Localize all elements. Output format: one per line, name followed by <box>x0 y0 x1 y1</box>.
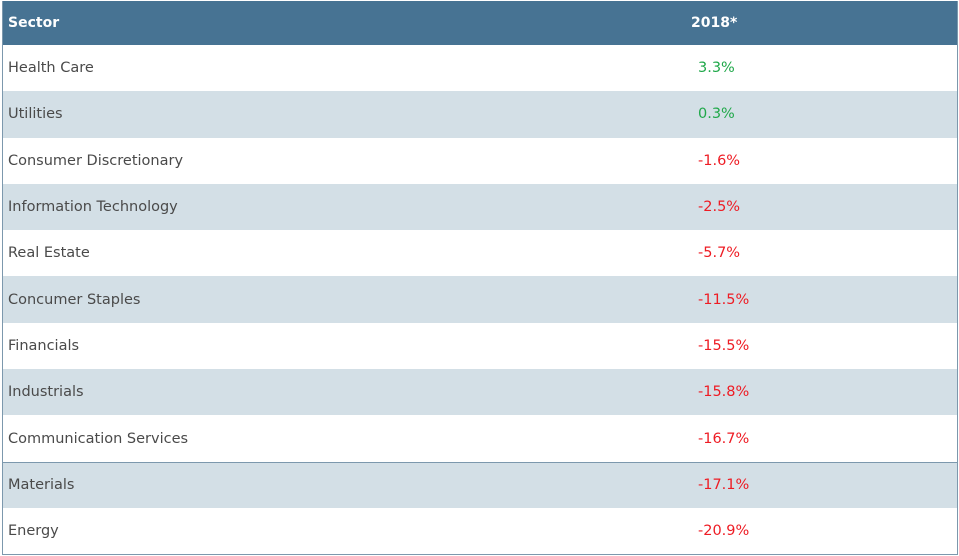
return-value-cell: -2.5% <box>698 199 741 216</box>
return-value-cell: -1.6% <box>698 152 741 169</box>
sector-cell: Utilities <box>8 106 63 123</box>
sector-cell: Real Estate <box>8 245 90 262</box>
return-value-cell: -15.8% <box>698 384 750 401</box>
table-row: Energy -20.9% <box>3 508 957 554</box>
return-value-cell: -11.5% <box>698 291 750 308</box>
table-row: Health Care 3.3% <box>3 45 957 91</box>
return-value-cell: 0.3% <box>698 106 735 123</box>
sector-cell: Materials <box>8 477 75 494</box>
sector-cell: Information Technology <box>8 199 178 216</box>
year-column-header: 2018* <box>691 15 738 31</box>
table-row: Concumer Staples -11.5% <box>3 276 957 323</box>
sector-cell: Consumer Discretionary <box>8 152 184 169</box>
table-row: Consumer Discretionary -1.6% <box>3 138 957 184</box>
sector-cell: Energy <box>8 523 59 540</box>
table-row: Materials -17.1% <box>3 461 957 508</box>
sector-cell: Concumer Staples <box>8 291 141 308</box>
table-header-row: Sector 2018* <box>3 1 957 45</box>
table-row: Real Estate -5.7% <box>3 230 957 276</box>
return-value-cell: -5.7% <box>698 245 741 262</box>
return-value-cell: -20.9% <box>698 523 750 540</box>
sector-cell: Financials <box>8 337 80 354</box>
sector-column-header: Sector <box>8 15 60 31</box>
sector-cell: Communication Services <box>8 430 189 447</box>
table-body: Health Care 3.3% Utilities 0.3% Consumer Dis… <box>3 45 957 554</box>
return-value-cell: -15.5% <box>698 337 750 354</box>
table-row: Utilities 0.3% <box>3 91 957 138</box>
table-row: Financials -15.5% <box>3 323 957 369</box>
sector-cell: Industrials <box>8 384 84 401</box>
table-row: Industrials -15.8% <box>3 369 957 416</box>
sector-cell: Health Care <box>8 60 94 77</box>
table-row: Communication Services -16.7% <box>3 415 957 461</box>
return-value-cell: -16.7% <box>698 430 750 447</box>
table-row: Information Technology -2.5% <box>3 183 957 231</box>
return-value-cell: -17.1% <box>698 477 750 494</box>
return-value-cell: 3.3% <box>698 60 735 77</box>
